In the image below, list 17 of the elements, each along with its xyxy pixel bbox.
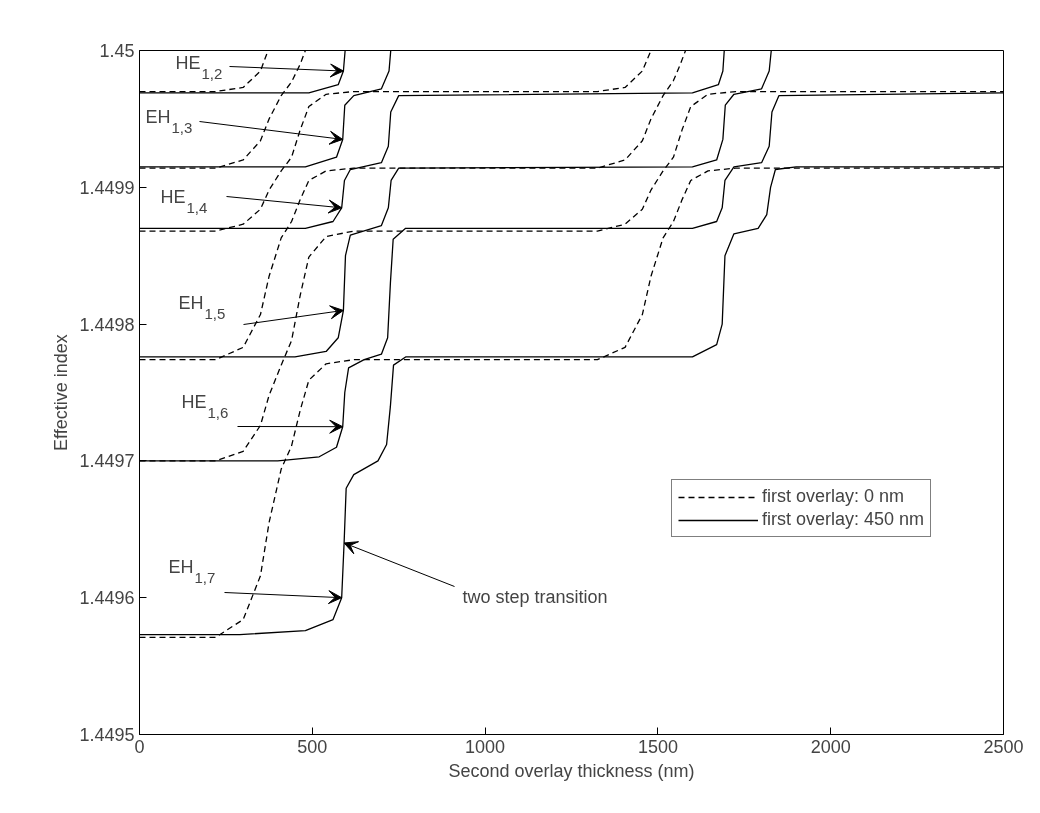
x-axis-title: Second overlay thickness (nm) [448, 760, 695, 781]
legend-label: first overlay: 450 nm [762, 509, 925, 530]
y-tick-label: 1.4497 [79, 451, 135, 472]
y-tick-label: 1.45 [99, 41, 135, 61]
x-tick-label: 2500 [983, 736, 1024, 757]
legend-label: first overlay: 0 nm [762, 486, 905, 507]
y-tick-label: 1.4496 [79, 588, 135, 609]
x-tick-label: 500 [297, 736, 328, 757]
y-tick-label: 1.4498 [79, 314, 135, 335]
x-tick-label: 1000 [465, 736, 506, 757]
x-tick-label: 1500 [637, 736, 678, 757]
y-axis-title: Effective index [51, 334, 72, 451]
x-tick-label: 2000 [810, 736, 851, 757]
y-tick-label: 1.4499 [79, 177, 135, 198]
x-tick-label: 0 [134, 736, 145, 757]
y-tick-label: 1.4495 [79, 725, 135, 745]
annotation: two step transition [462, 586, 608, 607]
